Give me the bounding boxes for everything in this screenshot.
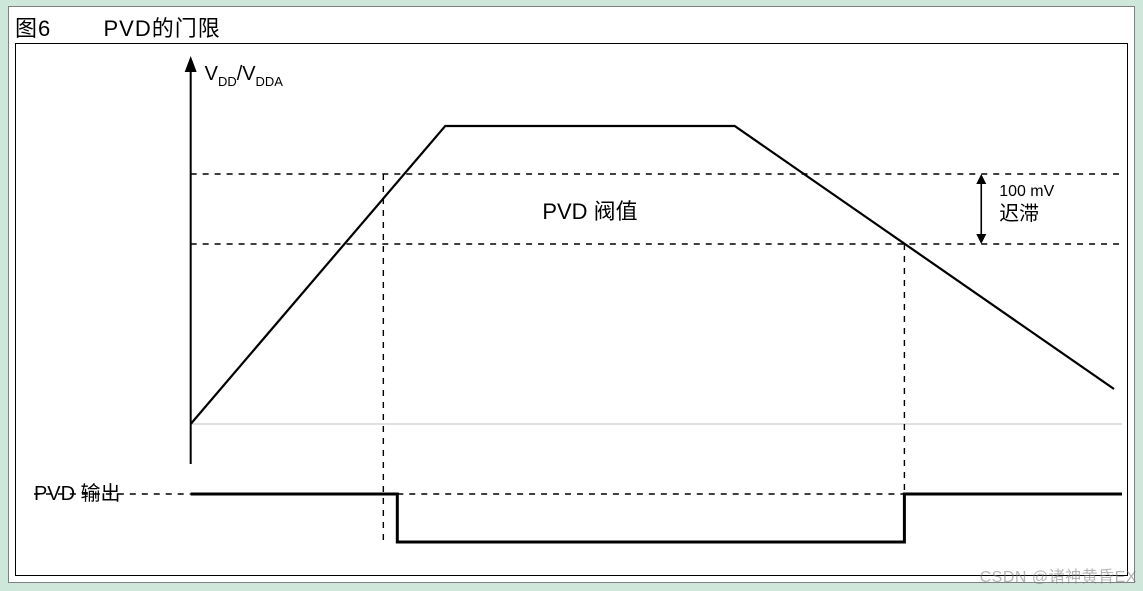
figure-panel: 图6 PVD的门限 VDD/VDDAPVD 阀值100 mV迟滞PVD 输出 <box>8 6 1135 583</box>
svg-text:PVD 阀值: PVD 阀值 <box>542 199 637 224</box>
pvd-diagram: VDD/VDDAPVD 阀值100 mV迟滞PVD 输出 <box>16 44 1127 575</box>
page-background: 图6 PVD的门限 VDD/VDDAPVD 阀值100 mV迟滞PVD 输出 C… <box>0 0 1143 591</box>
svg-text:100 mV: 100 mV <box>999 183 1054 200</box>
figure-title-row: 图6 PVD的门限 <box>15 11 221 43</box>
diagram-frame: VDD/VDDAPVD 阀值100 mV迟滞PVD 输出 <box>15 43 1128 576</box>
figure-number: 图6 <box>15 16 51 41</box>
svg-text:迟滞: 迟滞 <box>999 202 1039 225</box>
figure-title: PVD的门限 <box>104 16 221 41</box>
svg-text:VDD/VDDA: VDD/VDDA <box>205 63 284 89</box>
